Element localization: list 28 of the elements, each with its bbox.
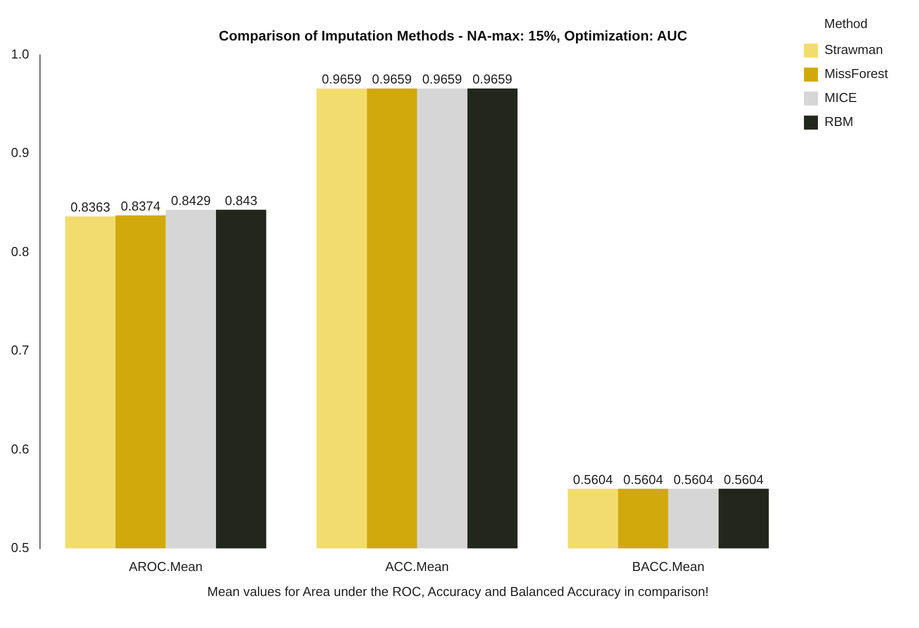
data-label: 0.5604 <box>623 472 664 487</box>
data-label: 0.5604 <box>573 472 613 487</box>
text: Mean values for Area under the ROC, Accuracy and Balanced Accuracy in comparison! <box>206 584 710 599</box>
y-tick-label: 0.7 <box>10 342 30 358</box>
data-label: 0.8374 <box>120 198 160 214</box>
legend-label: MICE <box>824 90 858 106</box>
y-tick-label: 0.8 <box>10 244 30 259</box>
y-tick-label: 0.5 <box>10 540 30 555</box>
y-tick-label: 0.6 <box>10 441 30 456</box>
legend-label: MissForest <box>824 66 888 82</box>
x-tick-label: AROC.Mean <box>128 558 203 574</box>
data-label: 0.8363 <box>70 199 110 214</box>
legend-label: RBM <box>824 114 854 130</box>
x-tick-label: BACC.Mean <box>632 558 704 574</box>
x-tick-label: ACC.Mean <box>385 558 449 574</box>
data-label: 0.9659 <box>322 72 362 87</box>
data-label: 0.5604 <box>674 472 714 487</box>
data-label: 0.5604 <box>724 472 764 487</box>
y-tick-label: 0.9 <box>10 145 30 160</box>
legend-title: Method <box>824 16 868 32</box>
data-label: 0.843 <box>224 192 258 208</box>
chart-title: Comparison of Imputation Methods - NA-max: 15%, Optimization: AUC <box>218 27 688 44</box>
y-tick-label: 1.0 <box>10 46 30 62</box>
data-label: 0.9659 <box>472 72 512 87</box>
legend-label: Strawman <box>824 42 883 58</box>
data-label: 0.8429 <box>170 192 211 208</box>
data-label: 0.9659 <box>422 72 462 87</box>
data-label: 0.9659 <box>372 72 412 87</box>
